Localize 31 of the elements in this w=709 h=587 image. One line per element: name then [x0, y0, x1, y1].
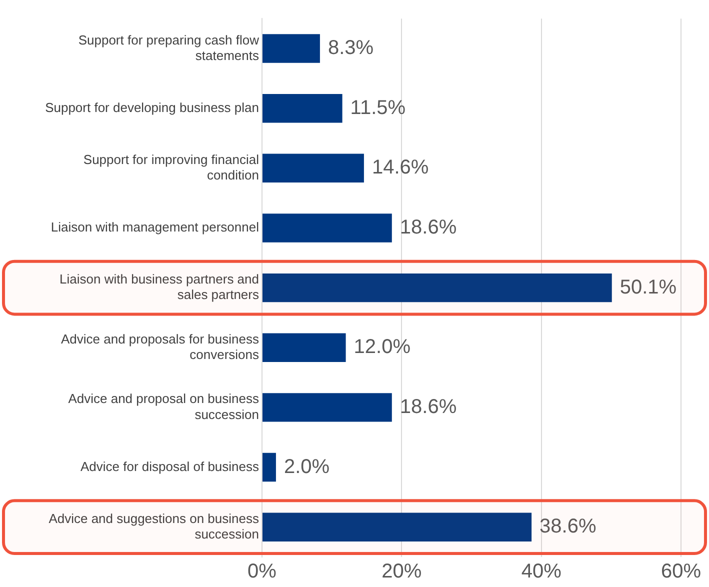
data-label: 18.6%	[400, 216, 457, 238]
y-tick-label: Advice and proposals for business conversions	[60, 331, 260, 362]
data-label: 2.0%	[284, 456, 330, 478]
bar	[262, 333, 346, 362]
y-tick-label: Liaison with business partners and sales partners	[60, 272, 260, 302]
bar	[262, 214, 392, 242]
bar	[262, 34, 320, 63]
y-tick-label: Support for improving financial condition	[83, 152, 260, 183]
bar	[262, 94, 342, 123]
y-tick-label: Advice for disposal of business	[80, 458, 260, 474]
data-label: 50.1%	[620, 276, 677, 298]
data-label: 38.6%	[540, 516, 596, 538]
data-label: 8.3%	[328, 37, 374, 60]
x-tick-label: 20%	[382, 560, 422, 583]
y-tick-label: Support for preparing cash flow statements	[78, 32, 260, 63]
y-tick-label: Advice and proposal on business succession	[68, 391, 260, 422]
data-label: 14.6%	[372, 156, 429, 179]
y-tick-label: Support for developing business plan	[45, 100, 259, 115]
y-tick-label: Liaison with management personnel	[50, 220, 260, 235]
bar	[262, 154, 364, 183]
bar	[262, 512, 532, 542]
y-tick-label: Advice and suggestions on business succession	[48, 510, 260, 542]
data-label: 12.0%	[354, 336, 411, 358]
data-label: 11.5%	[350, 96, 406, 119]
x-tick-label: 60%	[660, 560, 702, 583]
bar	[262, 273, 612, 302]
bar	[262, 393, 392, 422]
x-tick-label: 0%	[248, 560, 277, 583]
bar	[262, 452, 276, 482]
x-tick-label: 40%	[521, 560, 562, 583]
data-label: 18.6%	[400, 396, 457, 418]
